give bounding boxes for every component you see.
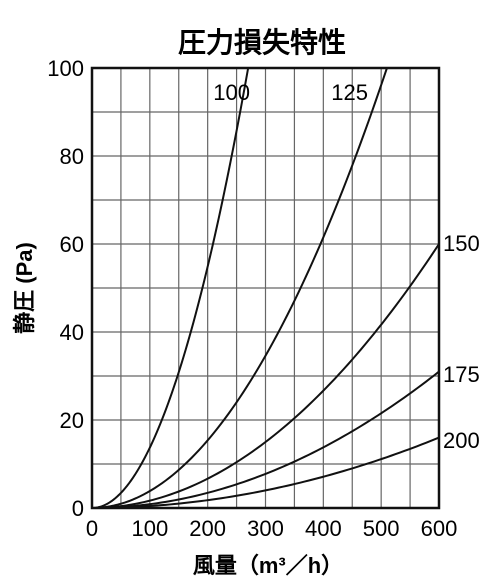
series-label-100: 100	[213, 80, 250, 105]
y-tick-label: 0	[72, 496, 84, 521]
chart-title: 圧力損失特性	[178, 27, 346, 58]
series-label-125: 125	[331, 80, 368, 105]
tick-labels: 0 100 200 300 400 500 600 0 20 40 60 80 100	[47, 56, 457, 541]
y-tick-label: 60	[60, 232, 84, 257]
y-tick-label: 40	[60, 320, 84, 345]
series-line-100	[91, 67, 250, 509]
plot-frame	[90, 66, 441, 510]
y-tick-label: 80	[60, 144, 84, 169]
y-tick-label: 20	[60, 408, 84, 433]
x-tick-label: 200	[189, 516, 226, 541]
series-line-175	[91, 370, 440, 509]
y-tick-label: 100	[47, 56, 84, 81]
series-label-200: 200	[443, 428, 480, 453]
series-group	[91, 67, 440, 509]
x-tick-label: 400	[305, 516, 342, 541]
series-line-200	[91, 436, 440, 509]
x-tick-label: 100	[131, 516, 168, 541]
x-tick-label: 500	[363, 516, 400, 541]
x-axis-label: 風量（m³／h）	[193, 553, 343, 578]
x-tick-label: 300	[247, 516, 284, 541]
series-line-125	[91, 67, 388, 509]
series-labels: 100 125 150 175 200	[213, 80, 479, 453]
grid	[92, 68, 439, 508]
x-tick-label: 600	[421, 516, 458, 541]
series-line-150	[91, 243, 440, 509]
series-label-150: 150	[443, 231, 480, 256]
x-tick-label: 0	[86, 516, 98, 541]
series-label-175: 175	[443, 362, 480, 387]
y-axis-label: 静圧 (Pa)	[12, 242, 37, 334]
